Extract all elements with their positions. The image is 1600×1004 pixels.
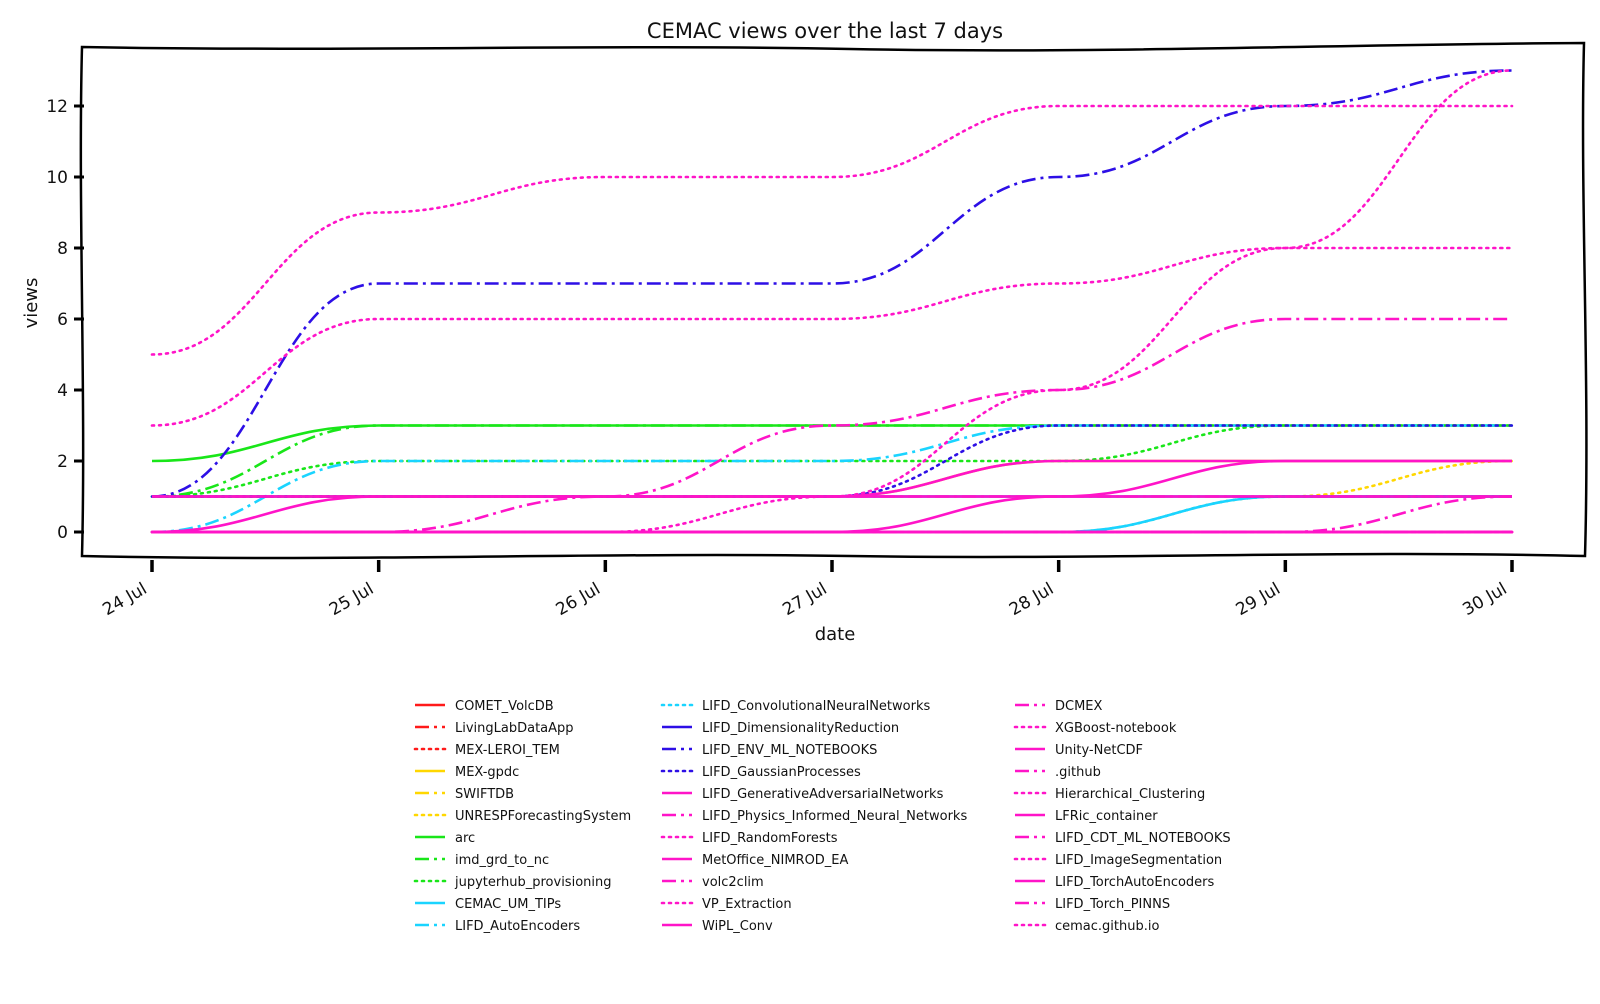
y-axis: 0 2 4 6 8 10 12: [46, 97, 84, 543]
series-line-volc2clim: [152, 495, 1513, 534]
series-line-cemac-um-tips: [152, 495, 1512, 534]
y-tick-label-12: 12: [46, 97, 68, 117]
legend: COMET_VolcDB LivingLabDataApp MEX-LEROI_TE…: [413, 699, 1231, 934]
legend-label-lifd-imagesegmentation: LIFD_ImageSegmentation: [1055, 853, 1222, 868]
legend-label-lifd-env-ml-notebooks: LIFD_ENV_ML_NOTEBOOKS: [702, 743, 877, 758]
legend-label-cemac-github-io: cemac.github.io: [1055, 919, 1159, 934]
series-line-mex-gpdc: [151, 459, 1512, 498]
y-tick-label-4: 4: [57, 381, 68, 401]
y-tick-label-6: 6: [57, 310, 68, 330]
legend-label-vp-extraction: VP_Extraction: [702, 897, 792, 912]
y-tick-label-8: 8: [57, 239, 68, 259]
legend-label-cemac-um-tips: CEMAC_UM_TIPs: [455, 897, 561, 912]
plot-frame: [79, 41, 1588, 560]
legend-label-xgboost-notebook: XGBoost-notebook: [1055, 721, 1177, 736]
series-line-lifd-autoencoders: [151, 424, 1513, 534]
legend-label-hierarchical-clustering: Hierarchical_Clustering: [1055, 787, 1205, 802]
legend-label-volc2clim: volc2clim: [702, 875, 764, 890]
y-axis-label: views: [21, 278, 42, 329]
legend-label-metoffice-nimrod-ea: MetOffice_NIMROD_EA: [702, 853, 849, 868]
x-tick-label-26-jul: 26 Jul: [553, 579, 604, 620]
x-tick-label-30-jul: 30 Jul: [1459, 579, 1510, 620]
legend-label-github: .github: [1055, 765, 1101, 780]
series-line-lifd-convolutionalneuralnetworks: [150, 495, 1514, 534]
series-line-vp-extraction: [150, 246, 1514, 427]
x-tick-label-27-jul: 27 Jul: [779, 579, 830, 620]
legend-label-lifd-physics-informed-neural-networks: LIFD_Physics_Informed_Neural_Networks: [702, 809, 967, 824]
legend-label-comet-volcdb: COMET_VolcDB: [455, 699, 554, 714]
legend-label-lifd-convolutionalneuralnetworks: LIFD_ConvolutionalNeuralNetworks: [702, 699, 930, 714]
chart-title: CEMAC views over the last 7 days: [647, 19, 1003, 43]
x-tick-label-29-jul: 29 Jul: [1233, 579, 1284, 620]
legend-label-unrespforecastingsystem: UNRESPForecastingSystem: [455, 809, 631, 824]
legend-label-imd-grd-to-nc: imd_grd_to_nc: [455, 853, 549, 868]
series-line-arc: [151, 424, 1513, 463]
legend-label-lifd-torch-pinns: LIFD_Torch_PINNS: [1055, 897, 1170, 912]
series-lines: [150, 69, 1514, 534]
x-tick-label-24-jul: 24 Jul: [99, 579, 150, 620]
legend-label-swiftdb: SWIFTDB: [455, 787, 514, 802]
legend-label-arc: arc: [455, 831, 475, 846]
legend-label-unity-netcdf: Unity-NetCDF: [1055, 743, 1143, 758]
legend-label-lifd-autoencoders: LIFD_AutoEncoders: [455, 919, 580, 934]
series-line-xgboost-notebook: [150, 104, 1514, 356]
legend-label-jupyterhub-provisioning: jupyterhub_provisioning: [454, 875, 612, 890]
legend-label-lifd-generativeadversarialnetworks: LIFD_GenerativeAdversarialNetworks: [702, 787, 944, 802]
legend-label-lifd-gaussianprocesses: LIFD_GaussianProcesses: [702, 765, 861, 780]
x-axis: 24 Jul 25 Jul 26 Jul 27 Jul 28 Jul 29 Jul 30 J…: [99, 560, 1514, 620]
series-line-lifd-env-ml-notebooks: [151, 69, 1513, 498]
legend-label-livinglabdataapp: LivingLabDataApp: [455, 721, 574, 736]
legend-label-lifd-cdt-ml-notebooks: LIFD_CDT_ML_NOTEBOOKS: [1055, 831, 1231, 846]
y-tick-label-10: 10: [46, 168, 68, 188]
x-tick-label-25-jul: 25 Jul: [326, 579, 377, 620]
legend-label-mex-gpdc: MEX-gpdc: [455, 765, 519, 780]
legend-label-dcmex: DCMEX: [1055, 699, 1103, 714]
legend-label-mex-leroi-tem: MEX-LEROI_TEM: [455, 743, 560, 758]
y-tick-label-0: 0: [57, 523, 68, 543]
x-tick-label-28-jul: 28 Jul: [1006, 579, 1057, 620]
x-axis-label: date: [815, 624, 856, 645]
legend-label-lifd-randomforests: LIFD_RandomForests: [702, 831, 838, 846]
legend-label-lifd-dimensionalityreduction: LIFD_DimensionalityReduction: [702, 721, 899, 736]
legend-label-wipl-conv: WiPL_Conv: [702, 919, 773, 934]
series-line-lifd-randomforests: [150, 69, 1514, 534]
legend-label-lifd-torchautoencoders: LIFD_TorchAutoEncoders: [1055, 875, 1215, 890]
y-tick-label-2: 2: [57, 452, 68, 472]
legend-label-lfric-container: LFRic_container: [1055, 809, 1158, 824]
